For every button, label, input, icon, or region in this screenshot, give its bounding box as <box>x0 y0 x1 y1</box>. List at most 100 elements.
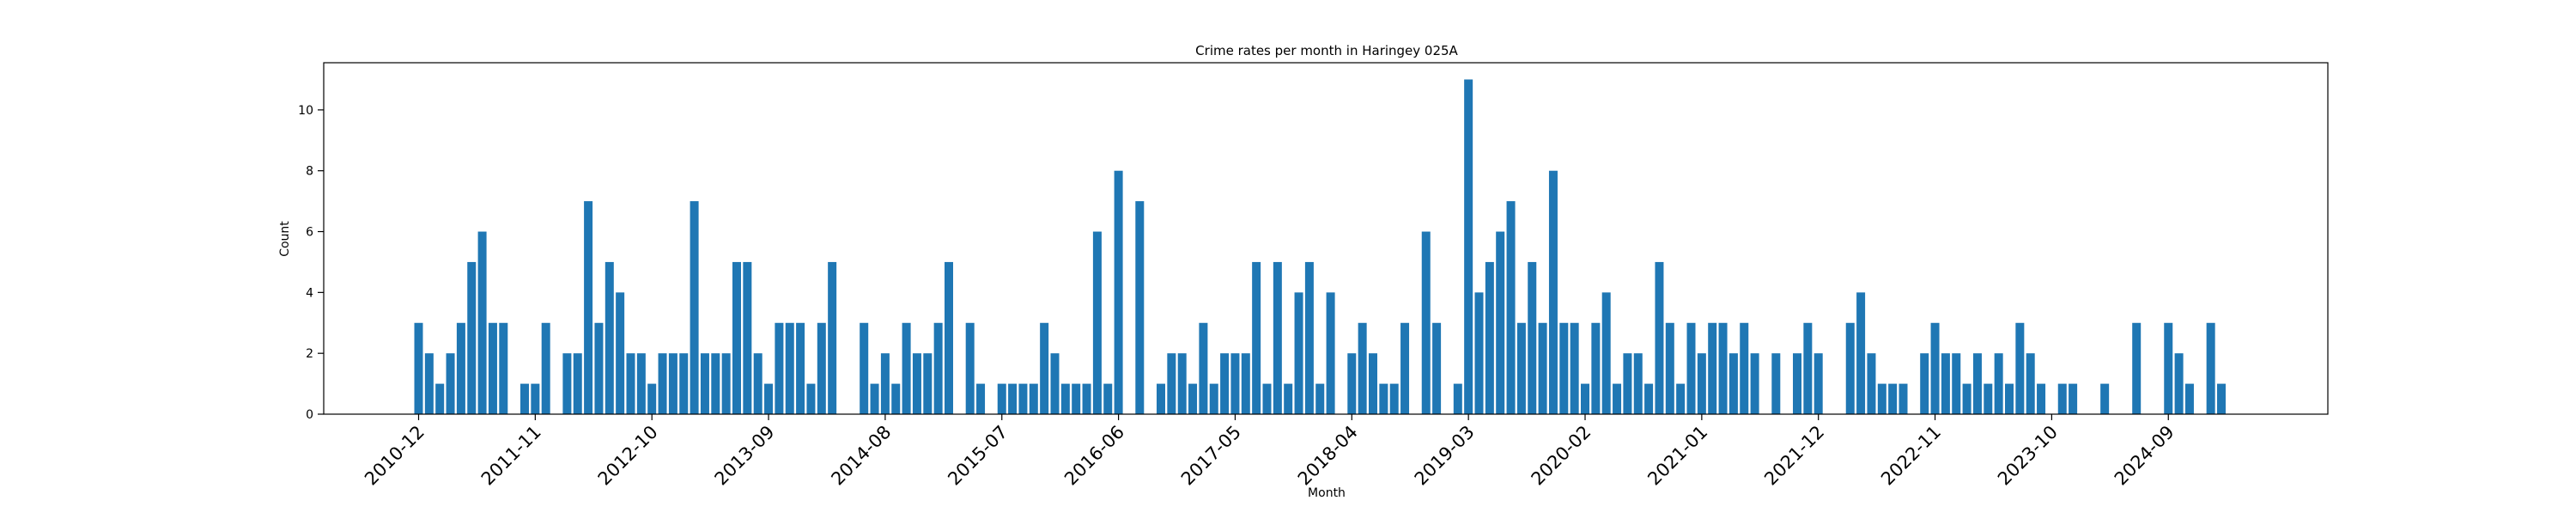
bar-2020-07 <box>1633 353 1643 414</box>
bar-2019-04 <box>1474 292 1484 414</box>
bar-2013-06 <box>732 261 741 414</box>
bar-2020-03 <box>1591 322 1601 414</box>
bar-2016-10 <box>1157 383 1165 414</box>
bar-2016-01 <box>1060 383 1070 414</box>
bar-2016-03 <box>1082 383 1091 414</box>
bar-2022-11 <box>1930 322 1940 414</box>
bar-2013-02 <box>690 201 699 414</box>
y-tick-label: 2 <box>306 347 313 361</box>
bar-2011-07 <box>488 322 497 414</box>
bar-2020-02 <box>1581 383 1589 414</box>
bar-2023-06 <box>2005 383 2014 414</box>
x-axis-label: Month <box>1308 486 1346 500</box>
bar-2013-07 <box>743 261 752 414</box>
bar-2020-10 <box>1665 322 1674 414</box>
bar-2016-05 <box>1103 383 1113 414</box>
bar-2021-01 <box>1697 353 1706 414</box>
bar-2017-12 <box>1304 261 1314 414</box>
bar-2014-07 <box>870 383 879 414</box>
bar-2022-12 <box>1941 353 1950 414</box>
bar-2012-04 <box>584 201 593 414</box>
bar-2011-12 <box>541 322 550 414</box>
bar-2011-04 <box>456 322 465 414</box>
bar-2014-08 <box>880 353 890 414</box>
bar-2021-03 <box>1718 322 1728 414</box>
bar-2017-03 <box>1209 383 1218 414</box>
bar-2018-06 <box>1369 353 1377 414</box>
bar-2024-09 <box>2164 322 2173 414</box>
bar-2022-06 <box>1877 383 1886 414</box>
bar-2020-06 <box>1623 353 1632 414</box>
bar-2019-09 <box>1528 261 1537 414</box>
bar-2012-05 <box>594 322 604 414</box>
bar-2021-11 <box>1803 322 1813 414</box>
bar-2011-06 <box>477 231 487 414</box>
bar-2022-05 <box>1867 353 1876 414</box>
bar-2021-04 <box>1728 353 1738 414</box>
bar-2017-10 <box>1284 383 1293 414</box>
bar-2015-12 <box>1050 353 1060 414</box>
bar-2020-09 <box>1655 261 1664 414</box>
bar-2020-12 <box>1686 322 1696 414</box>
bar-2023-04 <box>1984 383 1993 414</box>
bar-2018-11 <box>1421 231 1431 414</box>
bar-2016-04 <box>1092 231 1102 414</box>
bar-2022-04 <box>1856 292 1866 414</box>
bar-2013-12 <box>796 322 805 414</box>
bar-2012-03 <box>573 353 582 414</box>
bar-2010-12 <box>414 322 423 414</box>
bar-2013-10 <box>775 322 784 414</box>
bar-2017-04 <box>1220 353 1230 414</box>
bar-2012-02 <box>562 353 572 414</box>
bar-2016-08 <box>1135 201 1145 414</box>
bar-2017-02 <box>1199 322 1208 414</box>
bar-2011-11 <box>531 383 540 414</box>
bar-2023-11 <box>2057 383 2067 414</box>
bar-2016-02 <box>1072 383 1081 414</box>
y-tick-label: 6 <box>306 226 313 240</box>
bar-2011-01 <box>424 353 434 414</box>
bar-2021-08 <box>1771 353 1781 414</box>
bar-2020-05 <box>1613 383 1622 414</box>
bar-2023-12 <box>2069 383 2078 414</box>
bar-2016-12 <box>1177 353 1187 414</box>
bar-2019-11 <box>1548 170 1558 414</box>
bar-2013-01 <box>679 353 689 414</box>
bar-2011-10 <box>520 383 529 414</box>
bar-2022-08 <box>1899 383 1908 414</box>
bar-2014-11 <box>912 353 921 414</box>
bar-2014-12 <box>923 353 933 414</box>
bar-2023-02 <box>1962 383 1971 414</box>
bar-2017-11 <box>1294 292 1303 414</box>
y-axis-label: Count <box>278 221 292 257</box>
bar-2025-02 <box>2217 383 2226 414</box>
bar-2012-10 <box>647 383 657 414</box>
bar-2019-08 <box>1516 322 1526 414</box>
bar-2019-10 <box>1538 322 1547 414</box>
bar-2019-02 <box>1453 383 1462 414</box>
y-axis: 0 2 4 6 8 10 <box>298 104 324 422</box>
bar-2017-06 <box>1241 353 1250 414</box>
bar-2020-04 <box>1601 292 1611 414</box>
bar-2018-12 <box>1432 322 1442 414</box>
bar-2025-01 <box>2206 322 2215 414</box>
bar-2013-03 <box>700 353 709 414</box>
bar-2015-04 <box>965 322 975 414</box>
bar-2014-03 <box>828 261 837 414</box>
bar-2021-12 <box>1814 353 1823 414</box>
bar-2011-08 <box>499 322 508 414</box>
bar-2017-09 <box>1273 261 1282 414</box>
bars-layer <box>414 79 2226 414</box>
bar-2020-11 <box>1676 383 1686 414</box>
bar-2013-05 <box>721 353 731 414</box>
bar-2013-08 <box>753 353 762 414</box>
bar-2018-04 <box>1347 353 1357 414</box>
bar-2015-02 <box>945 261 953 414</box>
bar-2015-05 <box>976 383 986 414</box>
bar-2022-10 <box>1920 353 1929 414</box>
bar-2018-08 <box>1389 383 1399 414</box>
bar-2018-01 <box>1315 383 1325 414</box>
bar-2023-05 <box>1994 353 2003 414</box>
